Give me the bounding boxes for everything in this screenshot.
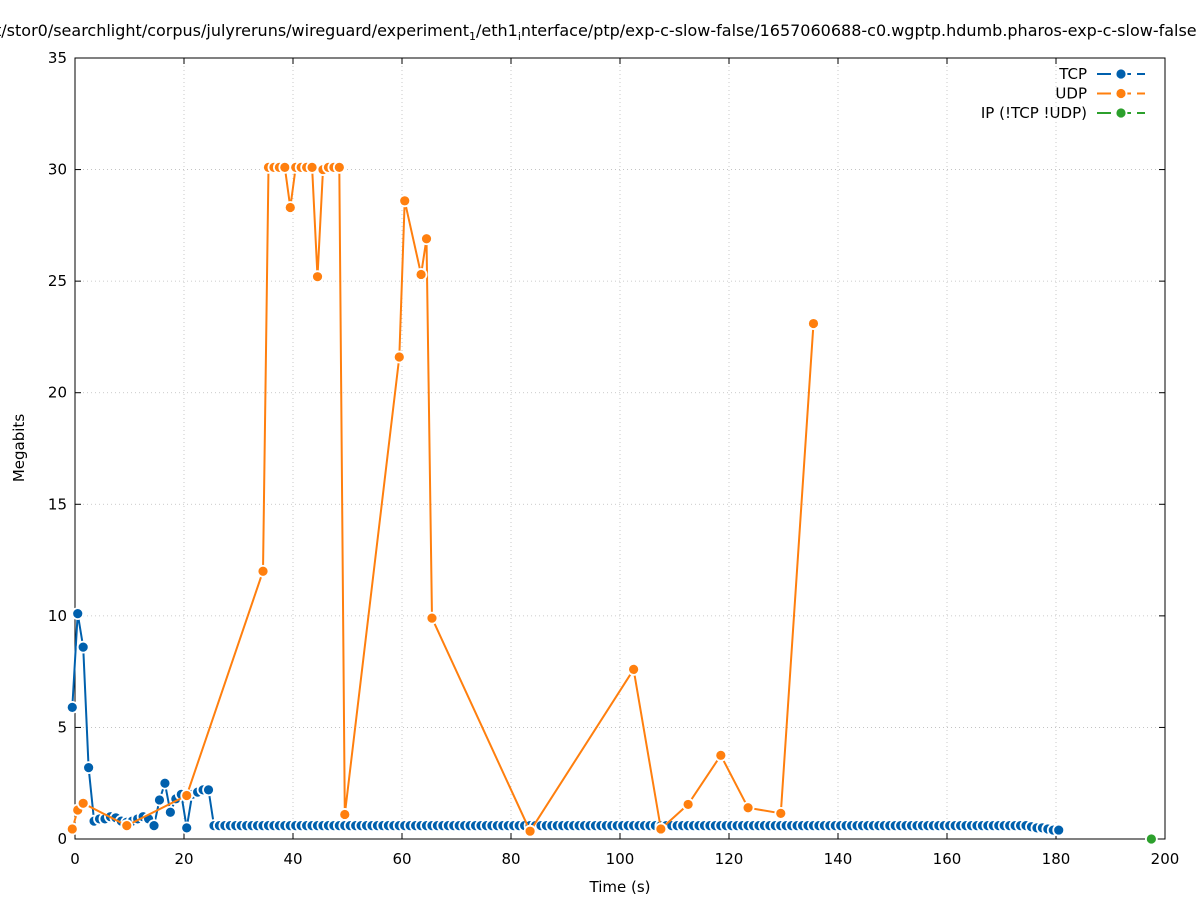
data-point: [741, 801, 755, 815]
legend-marker: [1114, 87, 1128, 100]
x-tick-label: 200: [1151, 850, 1180, 868]
data-point: [311, 270, 324, 284]
data-point: [278, 160, 292, 174]
plot-border: [74, 57, 1166, 840]
y-tick-label: 5: [57, 718, 67, 736]
y-tick-label: 25: [48, 272, 67, 290]
data-point: [774, 806, 788, 820]
data-point: [807, 317, 820, 330]
y-tick-label: 10: [48, 607, 67, 625]
y-tick-label: 30: [48, 161, 67, 179]
data-point: [654, 822, 668, 836]
legend-label: IP (!TCP !UDP): [981, 104, 1087, 122]
data-point: [681, 798, 695, 811]
data-point: [283, 201, 297, 214]
data-point: [392, 350, 406, 364]
series-line: [71, 166, 815, 833]
y-tick-label: 0: [57, 830, 67, 848]
data-point: [65, 822, 79, 836]
data-point: [76, 640, 90, 654]
data-point: [120, 819, 134, 833]
data-point: [305, 160, 319, 174]
x-tick-label: 100: [606, 850, 635, 868]
legend-marker: [1114, 106, 1128, 120]
legend-label: TCP: [1058, 65, 1087, 83]
chart-title: t/stor0/searchlight/corpus/julyreruns/wi…: [0, 21, 1197, 43]
chart-title-part-3: nterface/ptp/exp-c-slow-false/1657060688…: [521, 21, 1197, 40]
legend-item: UDP: [1055, 85, 1145, 103]
legend-marker: [1114, 67, 1128, 81]
data-point: [147, 819, 161, 833]
data-point: [523, 824, 537, 838]
data-point: [65, 700, 79, 714]
grid-lines: [75, 58, 1165, 839]
data-point: [425, 611, 439, 625]
x-axis-label: Time (s): [589, 878, 651, 896]
data-point: [627, 663, 641, 676]
data-point: [414, 268, 428, 281]
data-point: [256, 564, 270, 578]
data-point: [1052, 823, 1066, 837]
data-point: [76, 796, 90, 810]
series-layer: [65, 160, 1158, 846]
legend-item: IP (!TCP !UDP): [981, 104, 1145, 122]
x-tick-label: 120: [715, 850, 744, 868]
y-axis-ticks: 0 5 10 15 20 25 30 35: [48, 49, 1165, 848]
x-tick-label: 0: [70, 850, 80, 868]
x-tick-label: 20: [174, 850, 193, 868]
data-point: [338, 808, 352, 821]
data-point: [153, 793, 166, 807]
chart-title-part-2: /eth1: [476, 21, 518, 40]
data-point: [82, 761, 96, 774]
series-tcp: [65, 607, 1066, 837]
x-axis-ticks: 0 20 40 60 80 100 120 140 160 180 200: [70, 58, 1179, 868]
chart-title-subscript-2: i: [518, 30, 521, 43]
data-point: [420, 232, 433, 246]
y-axis-label: Megabits: [10, 414, 28, 482]
legend-item: TCP: [1058, 65, 1145, 83]
series-line: [71, 612, 1059, 832]
data-point: [398, 194, 412, 208]
y-tick-label: 20: [48, 384, 67, 402]
y-tick-label: 15: [48, 495, 67, 513]
data-point: [163, 805, 177, 819]
chart-title-subscript-1: 1: [469, 30, 476, 43]
data-point: [71, 607, 85, 621]
data-point: [332, 160, 346, 174]
x-tick-label: 40: [283, 850, 302, 868]
x-tick-label: 160: [933, 850, 962, 868]
x-tick-label: 140: [824, 850, 853, 868]
legend-label: UDP: [1055, 85, 1087, 103]
data-point: [180, 789, 194, 802]
data-point: [714, 748, 728, 762]
series-ip-tcp-udp: [1144, 832, 1158, 846]
data-point: [1144, 832, 1158, 846]
data-point: [180, 821, 194, 835]
data-point: [158, 776, 172, 790]
chart-title-part-1: t/stor0/searchlight/corpus/julyreruns/wi…: [0, 21, 469, 40]
series-udp: [65, 160, 820, 838]
data-point: [202, 783, 215, 797]
x-tick-label: 180: [1042, 850, 1071, 868]
x-tick-label: 80: [501, 850, 520, 868]
x-tick-label: 60: [392, 850, 411, 868]
y-tick-label: 35: [48, 49, 67, 67]
